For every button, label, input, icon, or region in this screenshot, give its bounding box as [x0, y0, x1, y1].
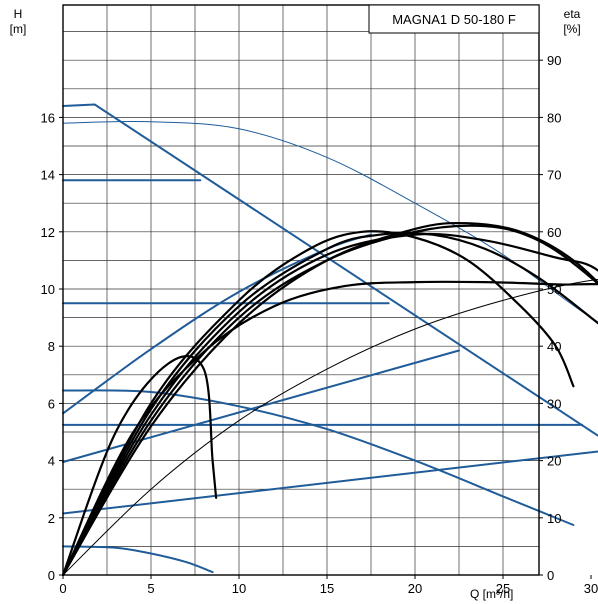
- efficiency-curve: [61, 355, 218, 577]
- efficiency-curve: [61, 230, 575, 577]
- chart-title-box: [368, 4, 540, 34]
- x-tick-label: 25: [496, 581, 510, 596]
- y-left-tick-label: 10: [41, 282, 55, 297]
- axis-layer: 0510152025303540450246810121416010203040…: [41, 53, 598, 596]
- y-axis-title-right-line1: eta: [564, 7, 581, 21]
- head-curve: [62, 545, 214, 574]
- head-curve: [62, 450, 598, 515]
- x-tick-label: 10: [232, 581, 246, 596]
- y-left-tick-label: 16: [41, 110, 55, 125]
- plot-frame: [62, 4, 540, 576]
- efficiency-curve: [61, 221, 598, 577]
- x-tick-label: 5: [147, 581, 154, 596]
- y-left-tick-label: 14: [41, 168, 55, 183]
- y-right-tick-label: 60: [547, 225, 561, 240]
- head-curve: [62, 120, 598, 323]
- efficiency-curve: [62, 278, 598, 576]
- plot-background: [63, 5, 539, 575]
- y-right-tick-label: 0: [547, 568, 554, 583]
- x-tick-label: 20: [408, 581, 422, 596]
- x-tick-label: 30: [584, 581, 598, 596]
- y-left-tick-label: 6: [48, 396, 55, 411]
- y-axis-title-right-line2: [%]: [563, 22, 580, 36]
- x-tick-label: 15: [320, 581, 334, 596]
- y-right-tick-label: 70: [547, 168, 561, 183]
- y-axis-title-left-line1: H: [14, 7, 23, 21]
- y-right-tick-label: 40: [547, 339, 561, 354]
- y-left-tick-label: 8: [48, 339, 55, 354]
- y-left-tick-label: 12: [41, 225, 55, 240]
- head-curve: [62, 389, 575, 526]
- y-left-tick-label: 0: [48, 568, 55, 583]
- y-left-tick-label: 4: [48, 454, 55, 469]
- y-right-tick-label: 20: [547, 454, 561, 469]
- x-tick-label: 0: [59, 581, 66, 596]
- y-right-tick-label: 10: [547, 511, 561, 526]
- y-right-tick-label: 50: [547, 282, 561, 297]
- chart-title: MAGNA1 D 50-180 F: [392, 12, 516, 27]
- y-right-tick-label: 30: [547, 396, 561, 411]
- efficiency-curve: [61, 231, 598, 577]
- head-curve: [62, 103, 598, 437]
- y-left-tick-label: 2: [48, 511, 55, 526]
- efficiency-curve: [61, 232, 598, 577]
- x-axis-title: Q [m³/h]: [470, 587, 513, 601]
- efficiency-curve: [61, 224, 598, 577]
- y-axis-title-left-line2: [m]: [10, 22, 27, 36]
- series-layer: [61, 103, 598, 577]
- y-right-tick-label: 80: [547, 110, 561, 125]
- y-right-tick-label: 90: [547, 53, 561, 68]
